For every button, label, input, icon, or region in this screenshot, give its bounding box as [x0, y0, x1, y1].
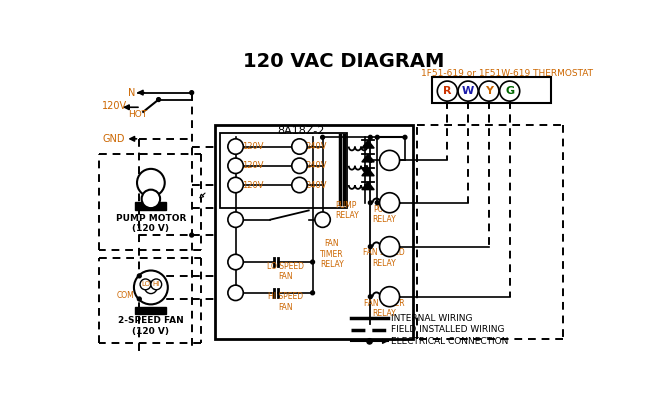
Polygon shape — [362, 182, 374, 190]
Circle shape — [367, 339, 373, 344]
Text: L2: L2 — [294, 142, 305, 151]
Circle shape — [458, 81, 478, 101]
Text: PUMP
RELAY: PUMP RELAY — [335, 201, 358, 220]
Circle shape — [137, 297, 141, 301]
Text: HI SPEED
FAN: HI SPEED FAN — [268, 292, 304, 312]
Circle shape — [369, 135, 373, 139]
Text: R: R — [443, 86, 452, 96]
Bar — [135, 308, 166, 313]
Circle shape — [315, 212, 330, 228]
Text: 1F51-619 or 1F51W-619 THERMOSTAT: 1F51-619 or 1F51W-619 THERMOSTAT — [421, 69, 594, 78]
Text: FAN SPEED
RELAY: FAN SPEED RELAY — [363, 248, 405, 268]
Circle shape — [228, 158, 243, 173]
Bar — [135, 202, 166, 210]
Text: FIELD INSTALLED WIRING: FIELD INSTALLED WIRING — [391, 325, 505, 334]
Text: 120V: 120V — [103, 101, 127, 111]
Circle shape — [380, 287, 399, 307]
Text: 240V: 240V — [306, 161, 327, 170]
Circle shape — [500, 81, 520, 101]
Circle shape — [369, 295, 373, 299]
Circle shape — [380, 193, 399, 213]
Circle shape — [403, 135, 407, 139]
Text: FAN TIMER
RELAY: FAN TIMER RELAY — [364, 298, 405, 318]
Text: HI: HI — [153, 282, 160, 287]
Text: Y: Y — [385, 240, 394, 253]
Circle shape — [145, 281, 157, 294]
Circle shape — [375, 201, 379, 204]
Text: 2-SPEED FAN
(120 V): 2-SPEED FAN (120 V) — [118, 316, 184, 336]
Circle shape — [369, 245, 373, 248]
Circle shape — [321, 135, 324, 139]
Text: G: G — [505, 86, 515, 96]
Text: 120V: 120V — [242, 161, 263, 170]
Polygon shape — [362, 154, 374, 162]
Circle shape — [311, 291, 314, 295]
Circle shape — [369, 201, 373, 204]
Text: N: N — [232, 142, 239, 151]
Text: HOT: HOT — [128, 111, 147, 119]
Text: GND: GND — [103, 134, 125, 144]
Text: Y: Y — [485, 86, 493, 96]
Text: P2: P2 — [294, 161, 305, 170]
Circle shape — [380, 150, 399, 171]
Text: L1: L1 — [230, 215, 241, 224]
Circle shape — [292, 158, 307, 173]
Text: W: W — [462, 86, 474, 96]
Circle shape — [228, 254, 243, 270]
Circle shape — [369, 158, 373, 162]
Text: 240V: 240V — [306, 181, 327, 189]
Text: COM: COM — [116, 291, 134, 300]
Text: L0: L0 — [230, 258, 241, 266]
Circle shape — [292, 139, 307, 154]
Text: HI: HI — [231, 288, 241, 297]
Text: PUMP MOTOR
(120 V): PUMP MOTOR (120 V) — [116, 214, 186, 233]
Text: FAN
TIMER
RELAY: FAN TIMER RELAY — [320, 239, 344, 269]
Text: F2: F2 — [230, 181, 241, 189]
Circle shape — [380, 237, 399, 257]
Circle shape — [228, 139, 243, 154]
Circle shape — [141, 190, 160, 208]
Polygon shape — [362, 168, 374, 176]
Text: 120V: 120V — [242, 142, 263, 151]
Text: 120 VAC DIAGRAM: 120 VAC DIAGRAM — [243, 52, 444, 70]
Circle shape — [363, 168, 367, 171]
Text: 120V: 120V — [242, 181, 263, 189]
Text: W: W — [383, 196, 397, 209]
Text: G: G — [385, 290, 395, 303]
Bar — [432, 77, 551, 103]
Text: N: N — [128, 88, 135, 98]
Circle shape — [438, 81, 458, 101]
Circle shape — [228, 212, 243, 228]
Text: INTERNAL WIRING: INTERNAL WIRING — [391, 314, 472, 323]
Circle shape — [375, 135, 379, 139]
Circle shape — [157, 98, 161, 101]
Circle shape — [292, 177, 307, 193]
Text: LO SPEED
FAN: LO SPEED FAN — [267, 261, 304, 281]
Circle shape — [190, 233, 194, 237]
Circle shape — [151, 279, 161, 290]
Text: LO: LO — [141, 282, 150, 287]
Circle shape — [479, 81, 499, 101]
Circle shape — [190, 91, 194, 95]
Circle shape — [137, 206, 141, 210]
Text: F2: F2 — [294, 181, 305, 189]
Circle shape — [137, 169, 165, 197]
Polygon shape — [362, 140, 374, 148]
Circle shape — [228, 285, 243, 300]
Circle shape — [134, 271, 168, 304]
Text: 240V: 240V — [306, 142, 327, 151]
Text: P2: P2 — [230, 161, 241, 170]
Circle shape — [228, 177, 243, 193]
Text: PUMP
RELAY: PUMP RELAY — [373, 204, 396, 224]
Text: 8A18Z-2: 8A18Z-2 — [277, 126, 325, 136]
Bar — [215, 125, 413, 339]
Text: ELECTRICAL CONNECTION: ELECTRICAL CONNECTION — [391, 337, 509, 346]
Bar — [220, 133, 347, 208]
Circle shape — [137, 274, 141, 278]
Text: P1: P1 — [317, 215, 328, 224]
Circle shape — [311, 260, 314, 264]
Text: R: R — [385, 154, 395, 167]
Circle shape — [140, 279, 151, 290]
